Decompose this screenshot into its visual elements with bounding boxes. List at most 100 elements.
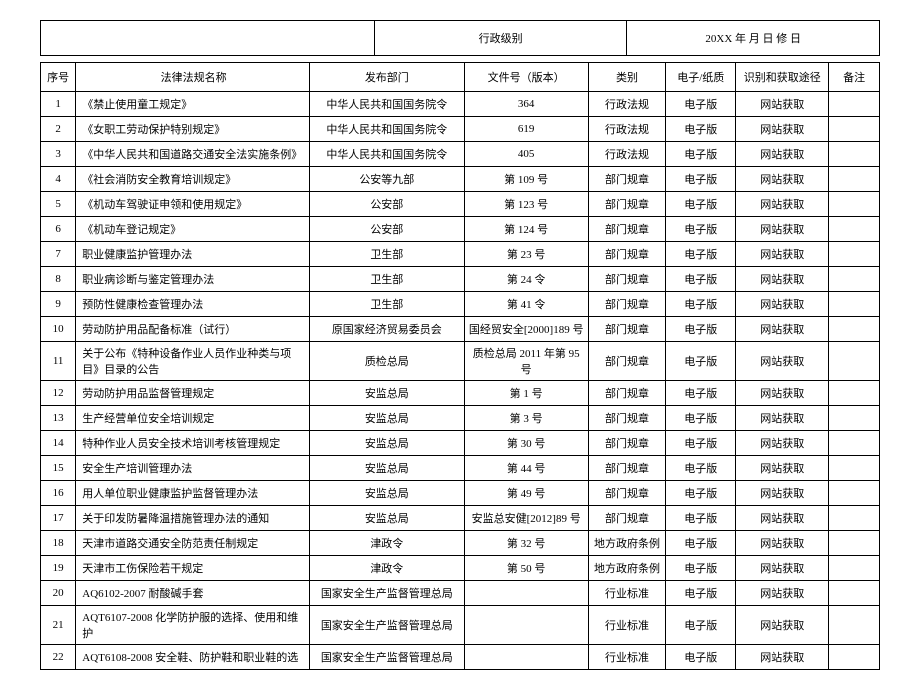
col-cat: 类别 bbox=[588, 63, 666, 92]
cell: 第 41 令 bbox=[464, 292, 588, 317]
cell: 第 123 号 bbox=[464, 192, 588, 217]
cell: 国家安全生产监督管理总局 bbox=[309, 581, 464, 606]
cell: 电子版 bbox=[666, 167, 736, 192]
cell: AQ6102-2007 耐酸碱手套 bbox=[76, 581, 310, 606]
cell: 安监总局 bbox=[309, 456, 464, 481]
cell bbox=[829, 456, 880, 481]
regulations-table: 序号 法律法规名称 发布部门 文件号（版本） 类别 电子/纸质 识别和获取途径 … bbox=[40, 62, 880, 670]
cell: 电子版 bbox=[666, 192, 736, 217]
cell: 第 3 号 bbox=[464, 406, 588, 431]
cell: 国经贸安全[2000]189 号 bbox=[464, 317, 588, 342]
cell: 劳动防护用品配备标准（试行） bbox=[76, 317, 310, 342]
cell: 部门规章 bbox=[588, 342, 666, 381]
cell: 网站获取 bbox=[736, 142, 829, 167]
table-row: 15安全生产培训管理办法安监总局第 44 号部门规章电子版网站获取 bbox=[41, 456, 880, 481]
cell bbox=[829, 481, 880, 506]
cell: 5 bbox=[41, 192, 76, 217]
cell: 安监总局 bbox=[309, 506, 464, 531]
cell: 职业病诊断与鉴定管理办法 bbox=[76, 267, 310, 292]
cell: 14 bbox=[41, 431, 76, 456]
cell: 网站获取 bbox=[736, 267, 829, 292]
cell: 16 bbox=[41, 481, 76, 506]
cell: 卫生部 bbox=[309, 267, 464, 292]
cell: 津政令 bbox=[309, 531, 464, 556]
table-row: 18天津市道路交通安全防范责任制规定津政令第 32 号地方政府条例电子版网站获取 bbox=[41, 531, 880, 556]
cell: 第 1 号 bbox=[464, 381, 588, 406]
cell: 部门规章 bbox=[588, 381, 666, 406]
table-row: 10劳动防护用品配备标准（试行）原国家经济贸易委员会国经贸安全[2000]189… bbox=[41, 317, 880, 342]
cell bbox=[829, 406, 880, 431]
cell bbox=[829, 342, 880, 381]
cell: 3 bbox=[41, 142, 76, 167]
cell: 部门规章 bbox=[588, 506, 666, 531]
cell: 17 bbox=[41, 506, 76, 531]
table-row: 9预防性健康检查管理办法卫生部第 41 令部门规章电子版网站获取 bbox=[41, 292, 880, 317]
table-row: 22AQT6108-2008 安全鞋、防护鞋和职业鞋的选国家安全生产监督管理总局… bbox=[41, 645, 880, 670]
cell: 部门规章 bbox=[588, 267, 666, 292]
cell: 电子版 bbox=[666, 217, 736, 242]
cell bbox=[829, 606, 880, 645]
cell: AQT6107-2008 化学防护服的选择、使用和维护 bbox=[76, 606, 310, 645]
col-note: 备注 bbox=[829, 63, 880, 92]
cell bbox=[829, 292, 880, 317]
cell bbox=[464, 606, 588, 645]
cell: 网站获取 bbox=[736, 506, 829, 531]
header-right: 20XX 年 月 日 修 日 bbox=[627, 21, 880, 56]
cell: 21 bbox=[41, 606, 76, 645]
cell bbox=[829, 167, 880, 192]
cell: 用人单位职业健康监护监督管理办法 bbox=[76, 481, 310, 506]
cell: 网站获取 bbox=[736, 92, 829, 117]
cell: 安全生产培训管理办法 bbox=[76, 456, 310, 481]
cell bbox=[829, 217, 880, 242]
cell: 行政法规 bbox=[588, 92, 666, 117]
cell: 电子版 bbox=[666, 117, 736, 142]
cell: 地方政府条例 bbox=[588, 531, 666, 556]
cell: 第 50 号 bbox=[464, 556, 588, 581]
cell: 11 bbox=[41, 342, 76, 381]
cell: 电子版 bbox=[666, 645, 736, 670]
cell: 部门规章 bbox=[588, 431, 666, 456]
cell: 网站获取 bbox=[736, 531, 829, 556]
cell: 部门规章 bbox=[588, 217, 666, 242]
cell: 质检总局 2011 年第 95 号 bbox=[464, 342, 588, 381]
header-table: 行政级别 20XX 年 月 日 修 日 bbox=[40, 20, 880, 56]
table-row: 11关于公布《特种设备作业人员作业种类与项目》目录的公告质检总局质检总局 201… bbox=[41, 342, 880, 381]
cell bbox=[464, 645, 588, 670]
cell: 364 bbox=[464, 92, 588, 117]
cell: 网站获取 bbox=[736, 645, 829, 670]
cell bbox=[829, 142, 880, 167]
table-row: 16用人单位职业健康监护监督管理办法安监总局第 49 号部门规章电子版网站获取 bbox=[41, 481, 880, 506]
cell: 部门规章 bbox=[588, 292, 666, 317]
cell: 中华人民共和国国务院令 bbox=[309, 117, 464, 142]
cell: 电子版 bbox=[666, 92, 736, 117]
cell bbox=[829, 581, 880, 606]
cell: 公安部 bbox=[309, 192, 464, 217]
cell: 质检总局 bbox=[309, 342, 464, 381]
header-left bbox=[41, 21, 375, 56]
cell: 部门规章 bbox=[588, 192, 666, 217]
cell: 电子版 bbox=[666, 292, 736, 317]
cell: 公安等九部 bbox=[309, 167, 464, 192]
cell: 电子版 bbox=[666, 531, 736, 556]
cell: 10 bbox=[41, 317, 76, 342]
cell: 《机动车驾驶证申领和使用规定》 bbox=[76, 192, 310, 217]
cell: 行业标准 bbox=[588, 581, 666, 606]
cell: 电子版 bbox=[666, 456, 736, 481]
cell: 网站获取 bbox=[736, 556, 829, 581]
cell: 关于公布《特种设备作业人员作业种类与项目》目录的公告 bbox=[76, 342, 310, 381]
cell: 19 bbox=[41, 556, 76, 581]
cell: 电子版 bbox=[666, 342, 736, 381]
cell bbox=[829, 506, 880, 531]
cell: 部门规章 bbox=[588, 167, 666, 192]
cell: 网站获取 bbox=[736, 431, 829, 456]
col-dept: 发布部门 bbox=[309, 63, 464, 92]
cell: 行业标准 bbox=[588, 645, 666, 670]
cell: AQT6108-2008 安全鞋、防护鞋和职业鞋的选 bbox=[76, 645, 310, 670]
cell: 619 bbox=[464, 117, 588, 142]
cell: 中华人民共和国国务院令 bbox=[309, 142, 464, 167]
table-row: 17关于印发防暑降温措施管理办法的通知安监总局安监总安健[2012]89 号部门… bbox=[41, 506, 880, 531]
cell: 网站获取 bbox=[736, 406, 829, 431]
table-row: 20AQ6102-2007 耐酸碱手套国家安全生产监督管理总局行业标准电子版网站… bbox=[41, 581, 880, 606]
cell: 9 bbox=[41, 292, 76, 317]
table-row: 13生产经营单位安全培训规定安监总局第 3 号部门规章电子版网站获取 bbox=[41, 406, 880, 431]
